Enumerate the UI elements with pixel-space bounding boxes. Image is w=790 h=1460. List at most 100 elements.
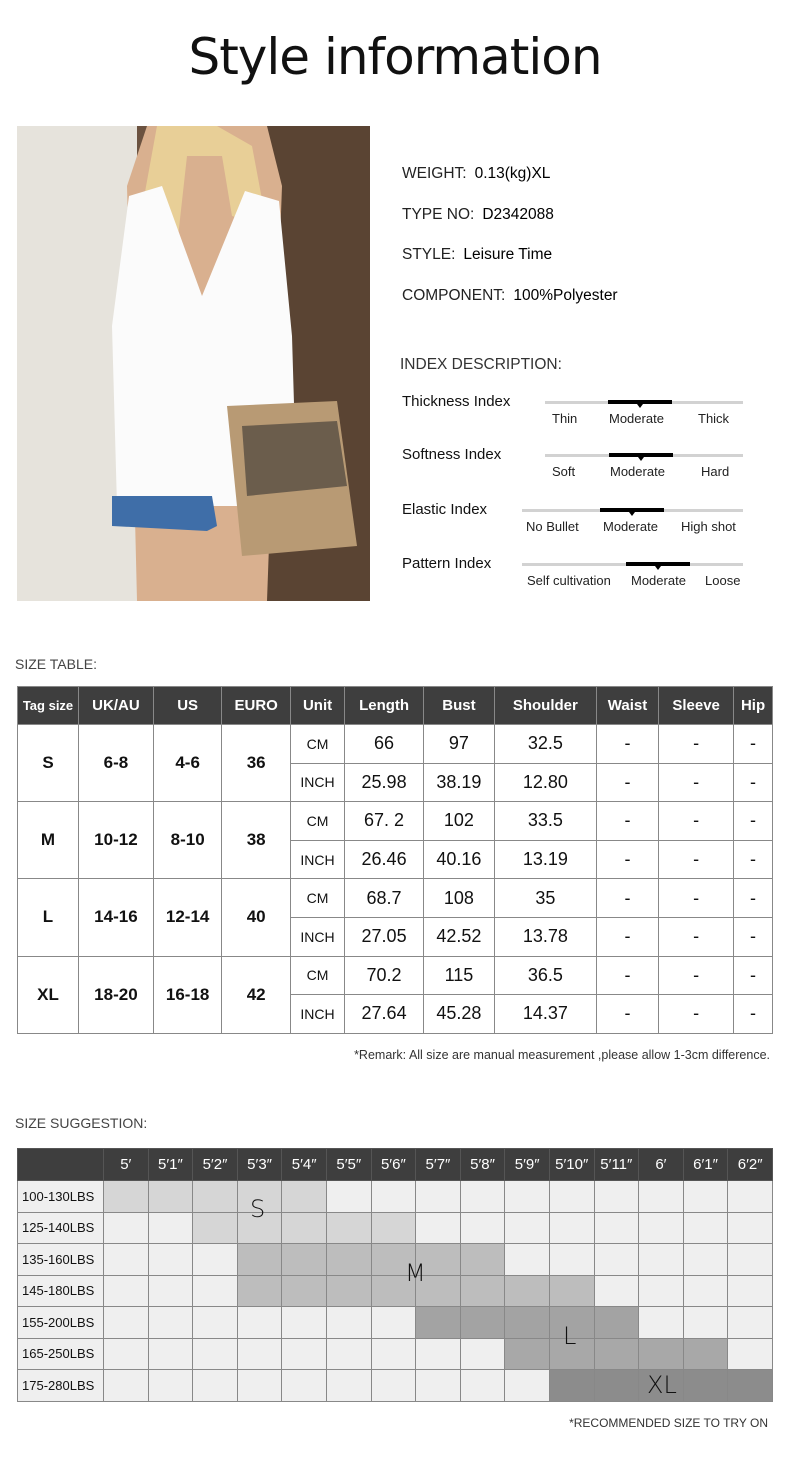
index-option: Moderate (610, 464, 665, 479)
grid-cell (192, 1369, 238, 1402)
size-us: 8-10 (152, 801, 223, 880)
measure-cell: 25.98 (344, 762, 424, 803)
index-option: Loose (705, 573, 741, 588)
column-header: UK/AU (78, 686, 154, 725)
size-us: 4-6 (152, 723, 223, 803)
measure-cell: 102 (422, 801, 495, 841)
grid-cell (147, 1337, 194, 1370)
measure-cell: 13.78 (493, 916, 597, 957)
weight-label: 155-200LBS (17, 1306, 104, 1339)
size-tag: M (17, 801, 79, 880)
grid-cell (281, 1274, 327, 1307)
column-header: Length (344, 686, 424, 725)
grid-cell (593, 1211, 640, 1244)
grid-cell (727, 1306, 773, 1339)
table-row: 100-130LBS (17, 1180, 773, 1213)
measure-cell: 108 (422, 878, 495, 918)
grid-cell (415, 1337, 461, 1370)
size-zone-label: XL (647, 1371, 677, 1399)
grid-cell (682, 1274, 729, 1307)
grid-cell (682, 1180, 729, 1213)
size-uk: 18-20 (78, 955, 154, 1034)
height-header: 6′1″ (682, 1148, 729, 1181)
index-option: Moderate (631, 573, 686, 588)
size-tag: L (17, 878, 79, 957)
grid-cell (459, 1306, 506, 1339)
grid-cell (504, 1180, 550, 1213)
grid-cell (370, 1180, 417, 1213)
grid-cell (504, 1243, 550, 1276)
measure-cell: - (733, 839, 773, 880)
column-header: Hip (733, 686, 773, 725)
measure-cell: 42.52 (422, 916, 495, 957)
measure-cell: 33.5 (493, 801, 597, 841)
index-option: Thick (698, 411, 730, 426)
height-header: 5′8″ (459, 1148, 506, 1181)
grid-cell (504, 1369, 550, 1402)
size-table: Tag size UK/AU US EURO Unit Length Bust Shoulde… (17, 686, 773, 1034)
grid-cell (370, 1306, 417, 1339)
measure-cell: 27.64 (344, 994, 424, 1034)
grid-cell (147, 1180, 194, 1213)
grid-cell (593, 1306, 640, 1339)
measure-cell: 13.19 (493, 839, 597, 880)
grid-cell (415, 1369, 461, 1402)
grid-cell (638, 1180, 684, 1213)
size-uk: 6-8 (78, 723, 154, 803)
measure-cell: - (658, 878, 735, 918)
table-row: 145-180LBS (17, 1274, 773, 1307)
table-row: S 6-8 4-6 36 CM 66 97 32.5- - - (17, 723, 773, 803)
measure-cell: 27.05 (344, 916, 424, 957)
grid-cell (593, 1274, 640, 1307)
index-option: Self cultivation (527, 573, 611, 588)
index-option: Thin (552, 411, 578, 426)
measure-cell: 38.19 (422, 762, 495, 803)
grid-cell (370, 1211, 417, 1244)
unit-cell: INCH (289, 762, 346, 803)
grid-cell (682, 1211, 729, 1244)
index-option: Soft (552, 464, 576, 479)
table-row: INCH 27.64 45.28 14.37- - - (18, 994, 773, 1034)
grid-cell (281, 1243, 327, 1276)
size-suggestion-grid: 5′ 5′1″ 5′2″ 5′3″ 5′4″ 5′5″ 5′6″ 5′7″ 5′8″ 5′9″ 5′… (17, 1148, 773, 1402)
measure-cell: - (733, 762, 773, 803)
grid-cell (727, 1243, 773, 1276)
height-header: 5′11″ (593, 1148, 640, 1181)
grid-cell (147, 1274, 194, 1307)
grid-cell (548, 1369, 595, 1402)
grid-cell (236, 1274, 283, 1307)
grid-cell (548, 1243, 595, 1276)
column-header: Tag size (17, 686, 79, 725)
measure-cell: 14.37 (493, 994, 597, 1034)
spec-weight: WEIGHT: 0.13(kg)XL (402, 165, 551, 182)
index-selected-marker (600, 508, 664, 512)
grid-cell (281, 1211, 327, 1244)
product-photo (17, 126, 370, 601)
measure-cell: - (595, 878, 660, 918)
size-us: 16-18 (152, 955, 223, 1034)
grid-cell (415, 1180, 461, 1213)
grid-cell (192, 1211, 238, 1244)
weight-label: 175-280LBS (17, 1369, 104, 1402)
grid-cell (103, 1180, 149, 1213)
grid-cell (682, 1369, 729, 1402)
height-header: 5′5″ (325, 1148, 372, 1181)
grid-cell (459, 1211, 506, 1244)
grid-cell (638, 1306, 684, 1339)
grid-cell (325, 1243, 372, 1276)
column-header: Unit (289, 686, 346, 725)
index-option: Hard (701, 464, 730, 479)
size-euro: 42 (221, 955, 291, 1034)
grid-cell (593, 1243, 640, 1276)
size-euro: 38 (221, 801, 291, 880)
index-option: No Bullet (526, 519, 579, 534)
weight-label: 125-140LBS (17, 1211, 104, 1244)
grid-cell (593, 1180, 640, 1213)
height-header: 5′1″ (147, 1148, 194, 1181)
unit-cell: CM (289, 724, 346, 764)
grid-cell (638, 1369, 684, 1402)
spec-style: STYLE: Leisure Time (402, 246, 553, 263)
unit-cell: INCH (289, 839, 346, 880)
table-row: 125-140LBS (17, 1211, 773, 1244)
marker-arrow-icon (637, 404, 643, 408)
